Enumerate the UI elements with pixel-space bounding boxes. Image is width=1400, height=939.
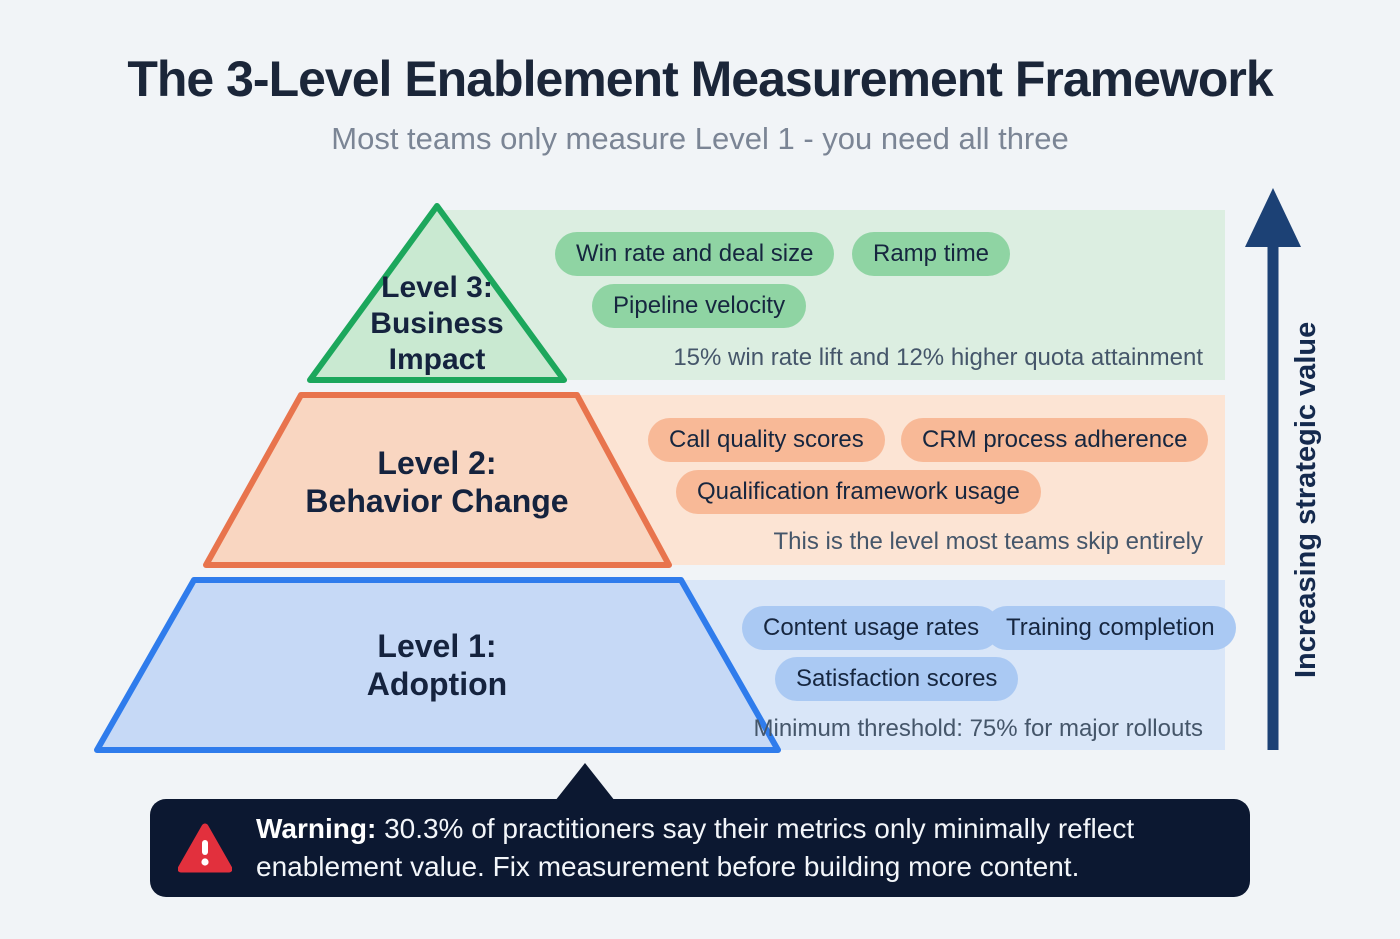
level-3-label: Level 3: xyxy=(381,271,493,304)
level-2-note: This is the level most teams skip entire… xyxy=(773,528,1203,555)
level-3-triangle xyxy=(307,203,567,383)
level-1-title: Level 1: Adoption xyxy=(290,627,584,704)
level-1-name: Adoption xyxy=(366,666,508,703)
level-3-title: Level 3: Business Impact xyxy=(352,270,522,378)
level-2-trapezoid xyxy=(203,392,672,568)
metric-pill: Satisfaction scores xyxy=(775,657,1019,702)
metric-pill: CRM process adherence xyxy=(901,418,1209,463)
warning-triangle-icon xyxy=(178,823,232,873)
warning-banner: Warning: 30.3% of practitioners say thei… xyxy=(150,763,1250,897)
metric-pill: Ramp time xyxy=(852,232,1011,277)
strategic-value-axis-label: Increasing strategic value xyxy=(1290,321,1322,679)
level-2-label: Level 2: xyxy=(377,445,497,481)
page-subtitle: Most teams only measure Level 1 - you ne… xyxy=(331,121,1069,156)
page-title: The 3-Level Enablement Measurement Frame… xyxy=(127,51,1273,107)
level-1-note: Minimum threshold: 75% for major rollout… xyxy=(753,715,1204,742)
warning-text: Warning: 30.3% of practitioners say thei… xyxy=(256,810,1134,886)
metric-pill: Win rate and deal size xyxy=(555,232,835,277)
metric-pill: Qualification framework usage xyxy=(676,470,1041,515)
level-2-title: Level 2: Behavior Change xyxy=(280,444,594,521)
warning-line-1: Warning: 30.3% of practitioners say thei… xyxy=(256,810,1134,848)
metric-pill: Call quality scores xyxy=(648,418,885,463)
arrow-up-icon xyxy=(1245,188,1301,247)
metric-pill: Content usage rates xyxy=(742,606,1001,651)
warning-line-2: enablement value. Fix measurement before… xyxy=(256,851,1080,882)
level-3-name: Business Impact xyxy=(370,307,504,376)
level-1-trapezoid xyxy=(94,577,781,753)
metric-pill: Pipeline velocity xyxy=(592,284,807,329)
warning-pointer xyxy=(555,763,615,801)
warning-line-1-text: 30.3% of practitioners say their metrics… xyxy=(384,813,1135,844)
level-3-note: 15% win rate lift and 12% higher quota a… xyxy=(673,344,1203,371)
warning-prefix: Warning: xyxy=(256,813,377,844)
metric-pill: Training completion xyxy=(985,606,1236,651)
level-1-label: Level 1: xyxy=(377,628,497,664)
level-2-name: Behavior Change xyxy=(305,483,569,520)
